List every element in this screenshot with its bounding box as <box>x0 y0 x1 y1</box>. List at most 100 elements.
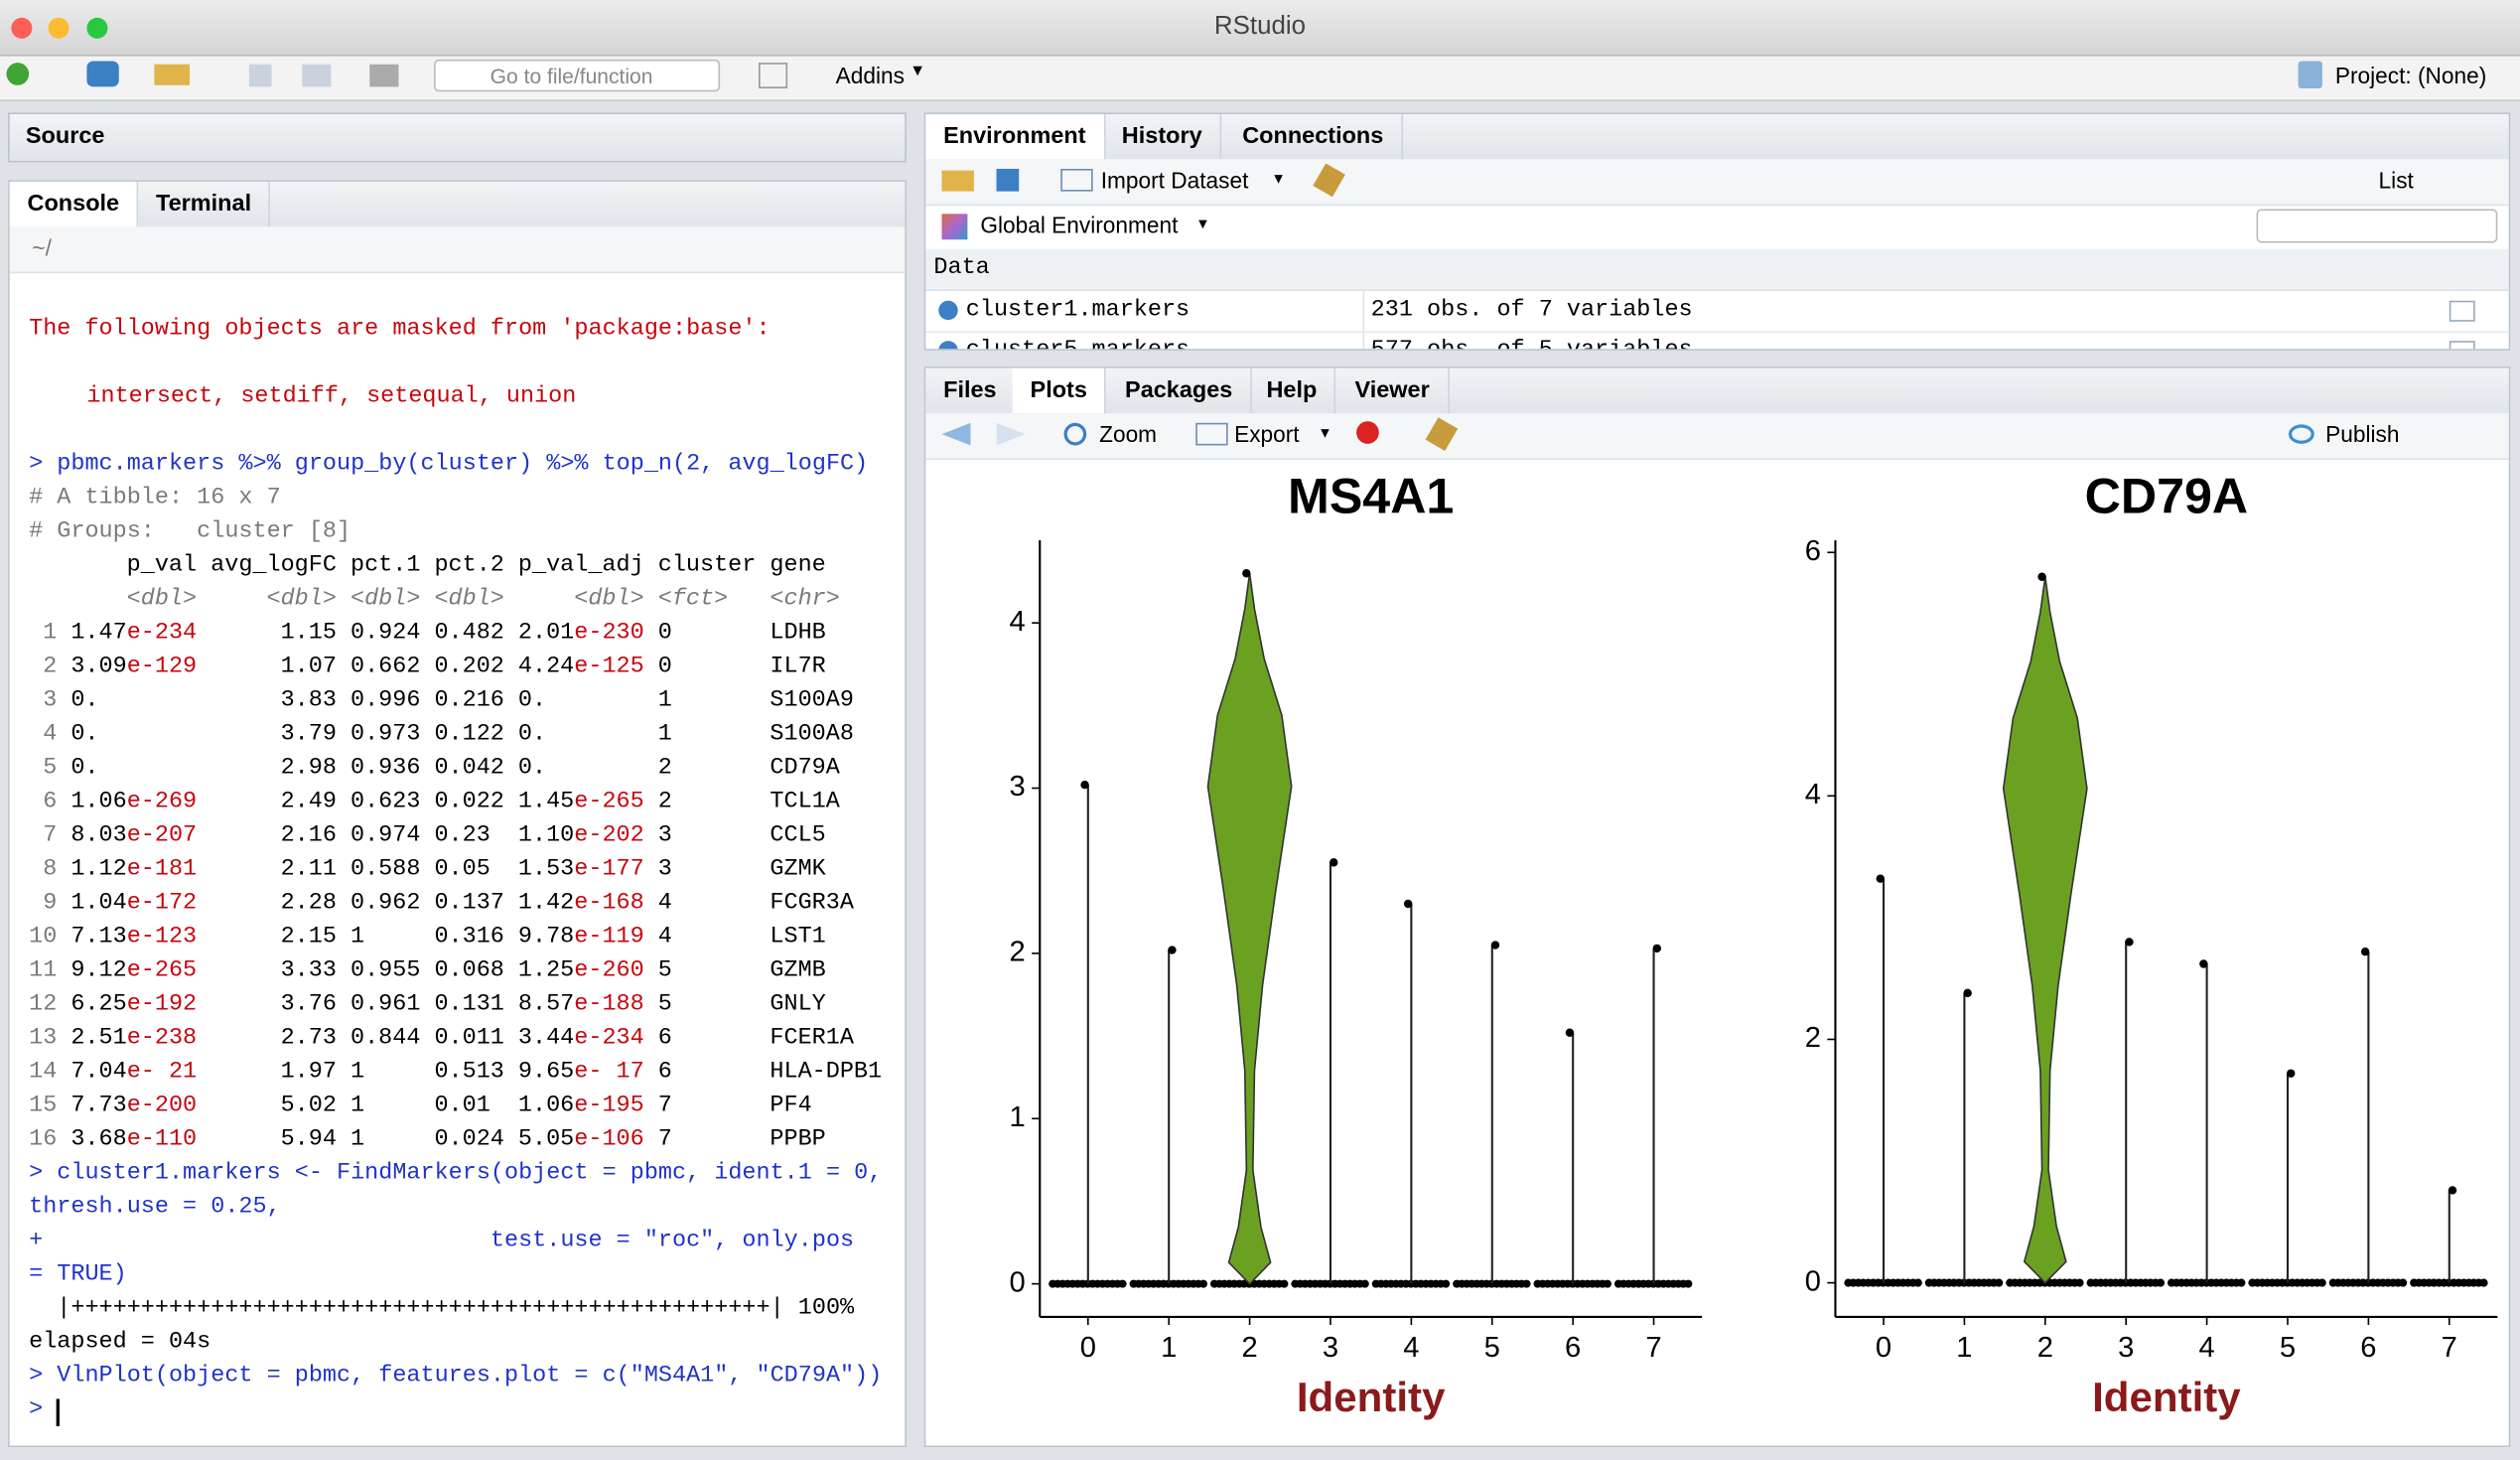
tab[interactable]: Files <box>925 367 1017 414</box>
tab[interactable]: Terminal <box>138 181 271 227</box>
console-output[interactable]: The following objects are masked from 'p… <box>10 272 906 1446</box>
minimize-button[interactable] <box>48 17 70 39</box>
environment-toolbar: Import Dataset ▼ List <box>925 159 2509 207</box>
tibble-cell: 0.122 <box>434 721 504 748</box>
save-icon[interactable] <box>248 64 272 87</box>
object-name: cluster5.markers <box>965 337 1190 351</box>
addins-menu[interactable]: Addins <box>835 63 905 89</box>
dropdown-arrow: ▼ <box>1195 215 1210 232</box>
new-project-icon[interactable] <box>86 61 119 87</box>
object-summary: 577 obs. of 5 variables <box>1362 331 1693 350</box>
dropdown-arrow: ▼ <box>910 63 926 80</box>
tab[interactable]: History <box>1104 113 1222 160</box>
console-line: intersect, setdiff, setequal, union <box>86 383 577 410</box>
tibble-row: 11 9.12e-265 3.33 0.955 0.068 1.25e-260 5 GZMB <box>29 955 896 989</box>
search-input[interactable] <box>2256 209 2498 243</box>
exponent: e-202 <box>574 822 644 849</box>
expand-icon[interactable] <box>938 300 958 321</box>
environment-row[interactable]: cluster1.markers 231 obs. of 7 variables <box>925 291 2509 334</box>
close-button[interactable] <box>11 17 33 39</box>
x-axis-label: Identity <box>1297 1374 1446 1420</box>
load-icon[interactable] <box>941 170 974 192</box>
window-title: RStudio <box>1213 12 1307 41</box>
exponent: e-188 <box>574 991 644 1018</box>
source-pane: Source <box>8 112 907 163</box>
tibble-cell: 0.216 <box>434 687 504 714</box>
new-file-icon[interactable] <box>6 63 30 85</box>
tibble-cell: PF4 <box>770 1093 812 1119</box>
exponent: e-119 <box>574 924 644 950</box>
tab[interactable]: Connections <box>1224 113 1403 160</box>
dropdown-arrow: ▼ <box>1318 424 1332 441</box>
print-icon[interactable] <box>369 64 399 87</box>
max-point <box>1080 780 1089 790</box>
tibble-cell: 0.662 <box>350 654 421 680</box>
publish-button[interactable]: Publish <box>2325 421 2400 448</box>
tibble-cell: 3 <box>43 687 58 714</box>
back-button[interactable] <box>941 422 971 446</box>
expand-icon[interactable] <box>938 341 958 350</box>
tab[interactable]: Plots <box>1012 367 1107 414</box>
view-mode-menu[interactable]: List <box>2378 167 2414 194</box>
tab[interactable]: Console <box>9 181 139 227</box>
remove-plot-button[interactable] <box>1356 421 1379 444</box>
tibble-cell: 9.12e-265 <box>70 957 198 984</box>
tibble-cell: 6 <box>657 1025 672 1052</box>
view-icon[interactable] <box>2449 341 2475 350</box>
tibble-cell: 2.16 <box>280 822 337 849</box>
section-title: Data <box>933 255 990 282</box>
zoom-button[interactable]: Zoom <box>1099 421 1158 448</box>
tibble-cell: TCL1A <box>770 789 840 815</box>
console-line: thresh.use = 0.25, <box>29 1194 281 1221</box>
zoom-button[interactable] <box>86 17 108 39</box>
goto-file-input[interactable]: Go to file/function <box>434 59 721 92</box>
open-icon[interactable] <box>154 64 190 85</box>
project-menu[interactable]: Project: (None) <box>2334 63 2487 89</box>
tibble-cell: 12 <box>29 991 58 1018</box>
tibble-cell: 1 <box>350 1059 365 1086</box>
title-bar: RStudio <box>0 0 2520 57</box>
plots-tabs: Files Plots Packages Help Viewer <box>925 367 2509 415</box>
working-dir[interactable]: ~/ <box>32 234 52 261</box>
tibble-cell: 2.15 <box>280 924 337 950</box>
view-icon[interactable] <box>2449 300 2475 322</box>
tibble-cell: 3.44e-234 <box>517 1025 644 1052</box>
scope-bar: Global Environment ▼ <box>925 205 2509 251</box>
max-point <box>2037 572 2046 581</box>
export-button[interactable]: Export <box>1234 421 1300 448</box>
tibble-cell: 3.09e-129 <box>70 654 198 680</box>
x-tick-label: 1 <box>1956 1332 1972 1364</box>
exponent: e-265 <box>126 957 198 984</box>
tab[interactable]: Environment <box>925 113 1106 160</box>
environment-row[interactable]: cluster5.markers 577 obs. of 5 variables <box>925 331 2508 351</box>
forward-button[interactable] <box>996 422 1026 446</box>
tibble-cell: 16 <box>29 1126 58 1153</box>
tab[interactable]: Viewer <box>1337 367 1450 414</box>
save-icon[interactable] <box>996 168 1020 192</box>
tibble-row: 10 7.13e-123 2.15 1 0.316 9.78e-119 4 LST1 <box>29 922 896 955</box>
section-header: Data <box>925 248 2509 292</box>
exponent: e-125 <box>574 654 644 680</box>
tab[interactable]: Help <box>1249 367 1336 414</box>
tibble-cell: 3.33 <box>280 957 337 984</box>
clear-icon[interactable] <box>1313 163 1345 198</box>
tibble-cell: 8 <box>43 856 58 883</box>
exponent: e-195 <box>574 1093 644 1119</box>
tibble-row: 14 7.04e- 21 1.97 1 0.513 9.65e- 17 6 HLA-DPB1 <box>29 1057 896 1091</box>
save-all-icon[interactable] <box>302 64 332 87</box>
tibble-cell: 0.996 <box>350 687 421 714</box>
scope-menu[interactable]: Global Environment <box>980 212 1179 238</box>
clear-plots-button[interactable] <box>1425 417 1459 451</box>
max-point <box>2199 959 2208 968</box>
tibble-row: 5 0. 2.98 0.936 0.042 0. 2 CD79A <box>29 753 896 787</box>
x-tick-label: 2 <box>2037 1332 2053 1364</box>
tibble-cell: <dbl> <box>266 586 337 613</box>
import-dataset-button[interactable]: Import Dataset <box>1100 167 1249 194</box>
plot-canvas: MS4A1 0 1 2 3 4 0 1 2 3 4 5 6 7 Identity CD79A 0 2 4 6 0 1 2 3 4… <box>1009 469 2498 1420</box>
console-prompt: > <box>29 1396 44 1423</box>
environment-pane: Environment History Connections Import D… <box>923 112 2511 351</box>
tibble-cell: 1 <box>43 620 58 647</box>
tab[interactable]: Packages <box>1107 367 1252 414</box>
layout-icon[interactable] <box>758 63 788 89</box>
tibble-row: 1 1.47e-234 1.15 0.924 0.482 2.01e-230 0 LDHB <box>29 618 896 652</box>
